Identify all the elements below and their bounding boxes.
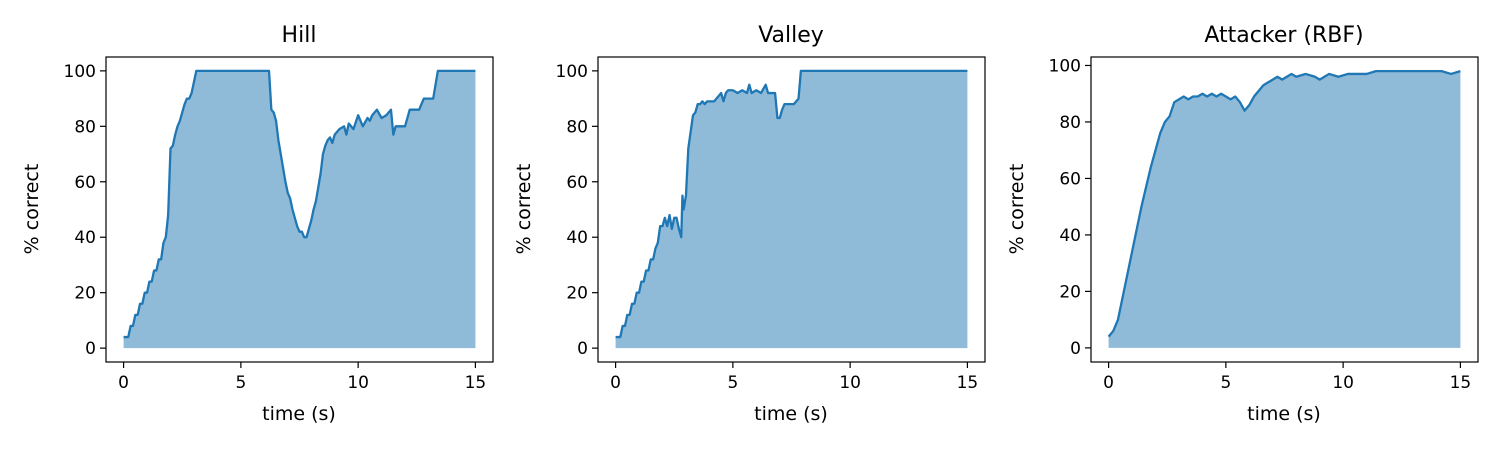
x-axis-label: time (s) <box>754 403 828 425</box>
panel-valley: Valley 0 5 10 15 0 20 40 60 80 100 time (s) % cor… <box>513 23 986 425</box>
y-tick-label: 0 <box>577 339 588 359</box>
x-tick-label: 0 <box>118 373 129 393</box>
axes-frame <box>597 56 986 363</box>
y-tick-label: 60 <box>1059 169 1081 189</box>
panel-title: Hill <box>282 23 317 48</box>
y-tick-label: 40 <box>1059 226 1081 246</box>
axes-frame <box>105 56 494 363</box>
x-tick-label: 15 <box>957 373 979 393</box>
y-tick-label: 20 <box>74 284 96 304</box>
x-tick-label: 5 <box>1220 373 1231 393</box>
x-tick-label: 10 <box>1332 373 1354 393</box>
y-tick-label: 40 <box>566 228 588 248</box>
x-tick-label: 0 <box>610 373 621 393</box>
y-tick-label: 100 <box>556 62 588 82</box>
series-area <box>615 70 968 349</box>
series-area <box>123 70 476 349</box>
x-tick-label: 5 <box>235 373 246 393</box>
series-area <box>1108 71 1461 348</box>
x-tick-label: 10 <box>839 373 861 393</box>
y-tick-label: 40 <box>74 228 96 248</box>
y-tick-label: 60 <box>74 173 96 193</box>
panel-title: Valley <box>758 23 824 48</box>
y-tick-label: 60 <box>566 173 588 193</box>
x-tick-label: 15 <box>465 373 487 393</box>
y-axis-label: % correct <box>21 164 43 255</box>
x-tick-label: 10 <box>347 373 369 393</box>
panel-attacker-rbf: Attacker (RBF) 0 5 10 15 0 20 40 60 80 100 time (… <box>1006 23 1479 425</box>
series-line <box>123 69 476 339</box>
x-axis-label: time (s) <box>262 403 336 425</box>
y-tick-label: 80 <box>566 117 588 137</box>
x-tick-label: 15 <box>1450 373 1472 393</box>
axes-frame <box>1090 56 1479 363</box>
y-tick-label: 20 <box>566 284 588 304</box>
y-axis-label: % correct <box>513 164 535 255</box>
series-line <box>615 69 968 339</box>
panel-title: Attacker (RBF) <box>1204 23 1363 48</box>
x-tick-label: 0 <box>1103 373 1114 393</box>
y-tick-label: 80 <box>74 117 96 137</box>
y-tick-label: 100 <box>1049 56 1081 76</box>
y-tick-label: 0 <box>1070 339 1081 359</box>
y-tick-label: 0 <box>85 339 96 359</box>
x-tick-label: 5 <box>727 373 738 393</box>
y-axis-label: % correct <box>1006 164 1028 255</box>
y-tick-label: 20 <box>1059 282 1081 302</box>
panel-hill: Hill 0 5 10 15 0 20 40 60 80 100 time (s) % corre… <box>21 23 494 425</box>
y-tick-label: 100 <box>64 62 96 82</box>
x-axis-label: time (s) <box>1247 403 1321 425</box>
series-line <box>1107 69 1461 338</box>
y-tick-label: 80 <box>1059 113 1081 133</box>
